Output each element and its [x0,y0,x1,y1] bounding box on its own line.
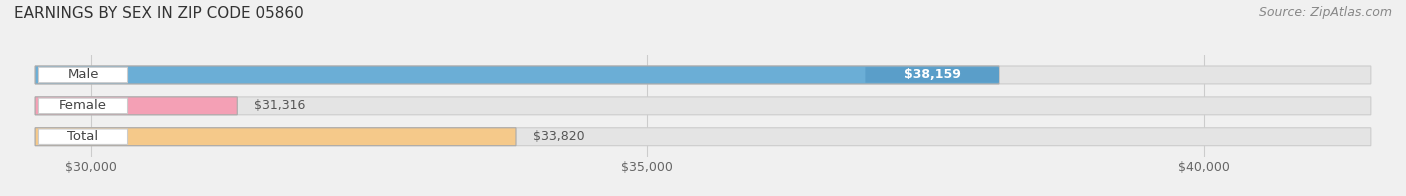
Text: Male: Male [67,68,98,82]
FancyBboxPatch shape [35,66,1000,84]
FancyBboxPatch shape [866,67,1000,83]
Text: Female: Female [59,99,107,112]
FancyBboxPatch shape [35,97,238,115]
Text: $38,159: $38,159 [904,68,960,82]
FancyBboxPatch shape [35,66,1371,84]
FancyBboxPatch shape [38,67,128,83]
Text: EARNINGS BY SEX IN ZIP CODE 05860: EARNINGS BY SEX IN ZIP CODE 05860 [14,6,304,21]
FancyBboxPatch shape [38,129,128,144]
Text: $31,316: $31,316 [254,99,305,112]
FancyBboxPatch shape [35,97,1371,115]
Text: Total: Total [67,130,98,143]
FancyBboxPatch shape [38,98,128,113]
FancyBboxPatch shape [35,128,1371,146]
Text: $33,820: $33,820 [533,130,585,143]
Text: Source: ZipAtlas.com: Source: ZipAtlas.com [1258,6,1392,19]
FancyBboxPatch shape [35,128,516,146]
